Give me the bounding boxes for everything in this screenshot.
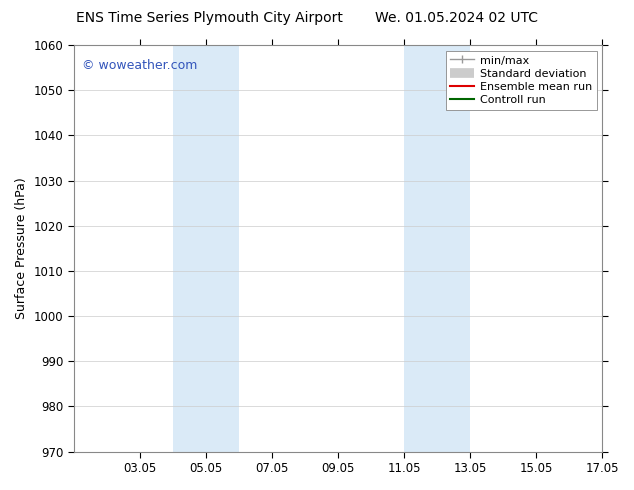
Bar [404,45,470,452]
Text: We. 01.05.2024 02 UTC: We. 01.05.2024 02 UTC [375,11,538,25]
Bar [173,45,239,452]
Y-axis label: Surface Pressure (hPa): Surface Pressure (hPa) [15,177,28,319]
Text: © woweather.com: © woweather.com [82,59,197,73]
Text: ENS Time Series Plymouth City Airport: ENS Time Series Plymouth City Airport [76,11,342,25]
Legend: min/max, Standard deviation, Ensemble mean run, Controll run: min/max, Standard deviation, Ensemble me… [446,50,597,110]
